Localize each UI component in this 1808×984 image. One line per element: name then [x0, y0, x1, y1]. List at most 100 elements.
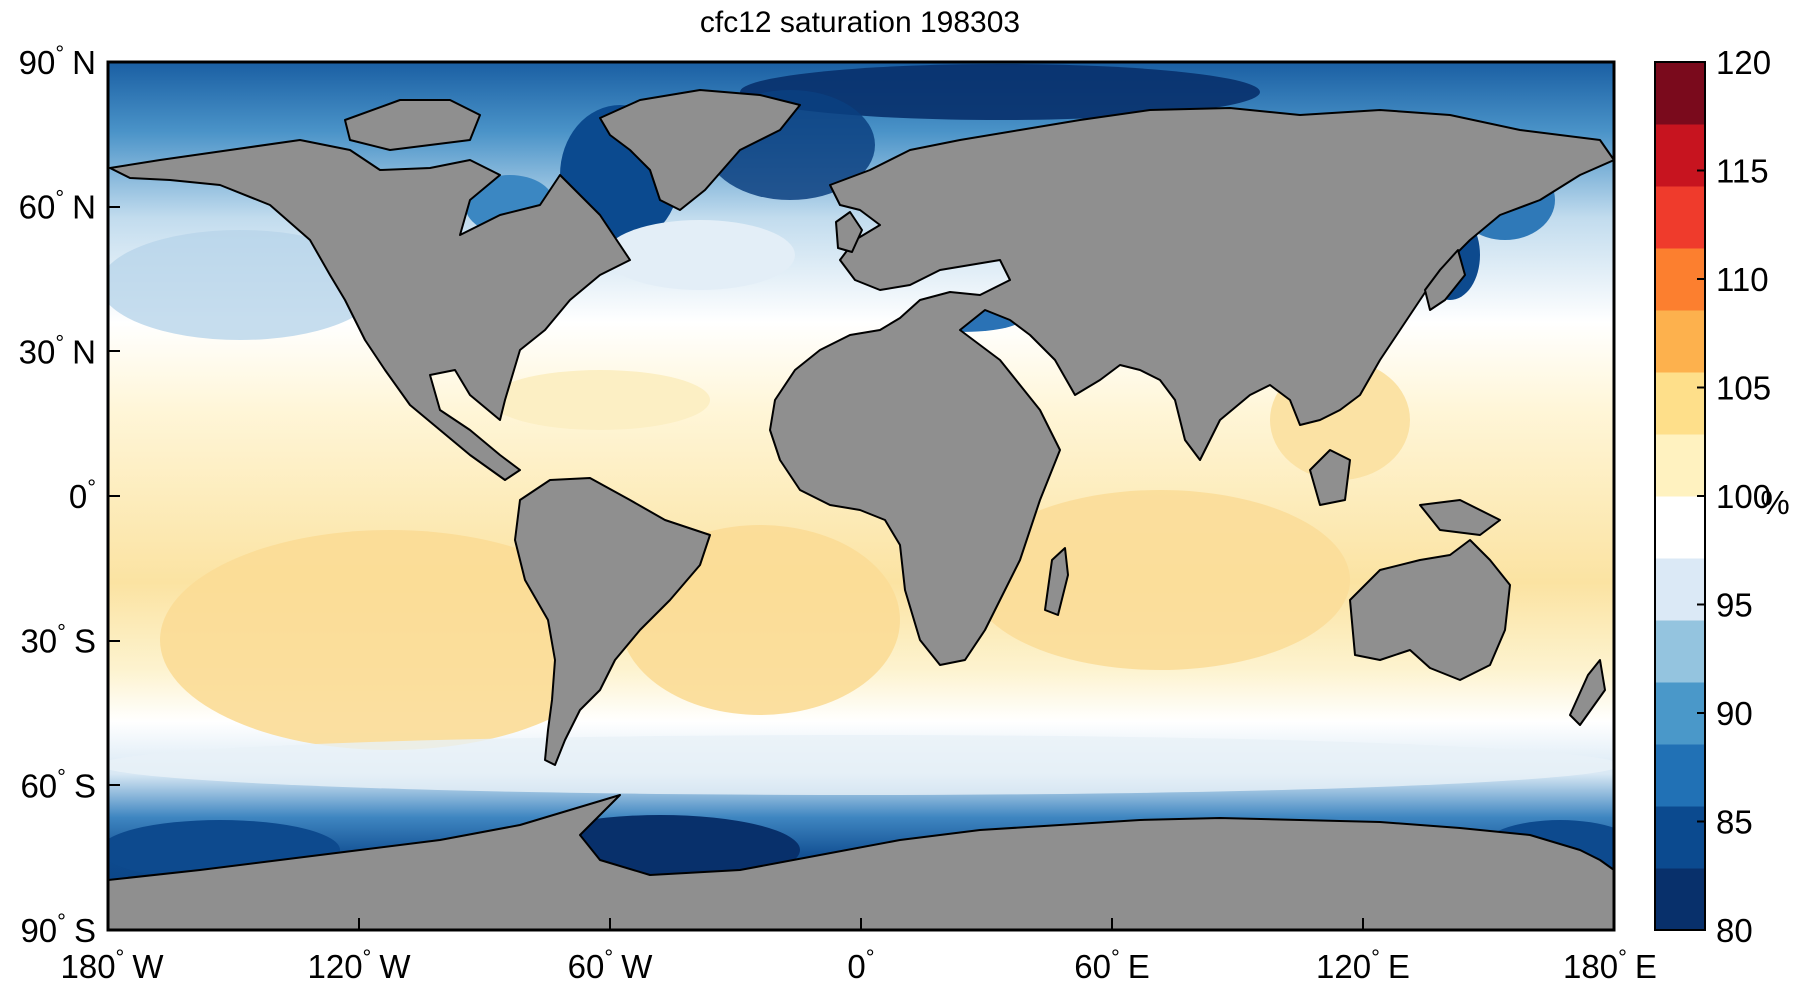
greenland — [599, 89, 801, 211]
colorbar-swatch-13 — [1655, 62, 1705, 125]
lon-label-2-deg: 60 — [568, 948, 605, 984]
lat-label-3: 0° — [69, 475, 96, 515]
lat-label-5-hemisphere: S — [74, 767, 96, 804]
new-zealand — [1569, 659, 1606, 726]
lon-label-5-deg: 120 — [1316, 948, 1371, 984]
colorbar-swatch-5 — [1655, 558, 1705, 621]
lon-label-2-degree-sign: ° — [604, 945, 613, 970]
lon-label-4-deg: 60 — [1074, 948, 1111, 984]
frame-ticks — [108, 206, 1364, 930]
colorbar-swatch-3 — [1655, 682, 1705, 745]
colorbar-tick-label-3: 105 — [1716, 370, 1771, 407]
indian-ocean-yellow — [970, 490, 1350, 670]
land-masses — [108, 89, 1614, 930]
eurasia-africa — [769, 107, 1614, 666]
lat-label-6-hemisphere: S — [74, 912, 96, 949]
colorbar-swatch-11 — [1655, 186, 1705, 249]
lon-label-5-degree-sign: ° — [1371, 945, 1380, 970]
lat-label-5-degree-sign: ° — [57, 764, 66, 789]
lat-label-3-deg: 0 — [69, 478, 87, 515]
lon-label-5-hemisphere: E — [1388, 948, 1410, 984]
antarctica — [108, 794, 1614, 930]
colorbar-tick-label-0: 120 — [1716, 44, 1771, 81]
colorbar — [1655, 62, 1705, 931]
japan — [1424, 249, 1466, 311]
colorbar-tick-label-7: 85 — [1716, 804, 1753, 841]
lon-label-4-hemisphere: E — [1128, 948, 1150, 984]
lon-label-6: 180° E — [1563, 945, 1657, 984]
colorbar-swatch-12 — [1655, 124, 1705, 187]
colorbar-tick-label-1: 115 — [1716, 153, 1769, 190]
colorbar-ticks: 120 115 110 105 100 95 90 85 80 — [1697, 44, 1771, 949]
colorbar-swatch-2 — [1655, 744, 1705, 807]
lat-label-0: 90° N — [19, 41, 96, 81]
lon-label-3: 0° — [847, 945, 874, 984]
lon-label-2-hemisphere: W — [621, 948, 653, 984]
lat-label-2-deg: 30 — [19, 333, 56, 370]
lat-label-1-hemisphere: N — [72, 189, 96, 226]
lat-label-1-degree-sign: ° — [55, 186, 64, 211]
canadian-archipelago — [344, 99, 481, 151]
lon-label-6-hemisphere: E — [1635, 948, 1657, 984]
lon-label-6-degree-sign: ° — [1618, 945, 1627, 970]
lon-label-6-deg: 180 — [1563, 948, 1618, 984]
lat-label-6: 90° S — [20, 909, 96, 949]
longitude-labels: 180° W 120° W 60° W 0° 60° E 120° E 180° E — [60, 945, 1656, 984]
lat-label-4: 30° S — [20, 620, 96, 660]
lat-label-0-hemisphere: N — [72, 44, 96, 81]
colorbar-swatch-6 — [1655, 496, 1705, 559]
colorbar-swatch-4 — [1655, 620, 1705, 683]
colorbar-tick-label-4: 100 — [1716, 478, 1771, 515]
lon-label-0-degree-sign: ° — [116, 945, 125, 970]
colorbar-unit: % — [1760, 484, 1789, 521]
lon-label-3-deg: 0 — [847, 948, 865, 984]
lon-label-4-degree-sign: ° — [1111, 945, 1120, 970]
lon-label-1-degree-sign: ° — [363, 945, 372, 970]
latitude-labels: 90° N60° N30° N0°30° S60° S90° S — [19, 41, 96, 949]
lat-label-2: 30° N — [19, 330, 96, 370]
lat-label-5-deg: 60 — [20, 767, 57, 804]
lon-label-0-hemisphere: W — [132, 948, 164, 984]
colorbar-swatch-9 — [1655, 310, 1705, 373]
colorbar-tick-label-5: 95 — [1716, 587, 1753, 624]
australia — [1349, 539, 1511, 681]
map-area — [108, 62, 1614, 930]
lon-label-1-deg: 120 — [307, 948, 362, 984]
lat-label-4-degree-sign: ° — [57, 620, 66, 645]
lat-label-6-degree-sign: ° — [57, 909, 66, 934]
lon-label-1-hemisphere: W — [379, 948, 411, 984]
colorbar-swatch-7 — [1655, 434, 1705, 497]
lon-label-0-deg: 180 — [60, 948, 115, 984]
south-america — [514, 477, 711, 766]
lat-label-0-deg: 90 — [19, 44, 56, 81]
lon-label-1: 120° W — [307, 945, 411, 984]
lat-label-0-degree-sign: ° — [55, 41, 64, 66]
colorbar-tick-label-8: 80 — [1716, 912, 1753, 949]
colorbar-tick-label-6: 90 — [1716, 695, 1753, 732]
north-pacific-blue — [108, 230, 380, 340]
lon-label-2: 60° W — [568, 945, 654, 984]
arctic-dark-blue — [740, 64, 1260, 120]
caribbean-yellow — [490, 370, 710, 430]
british-isles — [835, 211, 863, 253]
borneo-sumatra — [1309, 449, 1351, 506]
lon-label-3-degree-sign: ° — [866, 945, 875, 970]
lat-label-4-deg: 30 — [20, 623, 57, 660]
madagascar — [1044, 547, 1069, 616]
lat-label-1: 60° N — [19, 186, 96, 226]
map-title: cfc12 saturation 198303 — [700, 6, 1020, 39]
colorbar-tick-label-2: 110 — [1716, 261, 1769, 298]
north-america — [109, 139, 631, 481]
lat-label-1-deg: 60 — [19, 189, 56, 226]
lat-label-4-hemisphere: S — [74, 623, 96, 660]
lon-label-4: 60° E — [1074, 945, 1150, 984]
colorbar-swatch-1 — [1655, 806, 1705, 869]
lat-label-2-hemisphere: N — [72, 333, 96, 370]
south-pacific-yellow — [160, 530, 620, 750]
map-frame — [106, 60, 1616, 932]
lat-label-3-degree-sign: ° — [87, 475, 96, 500]
north-atlantic-light — [605, 220, 795, 290]
colorbar-swatch-10 — [1655, 248, 1705, 311]
new-guinea — [1419, 499, 1501, 536]
